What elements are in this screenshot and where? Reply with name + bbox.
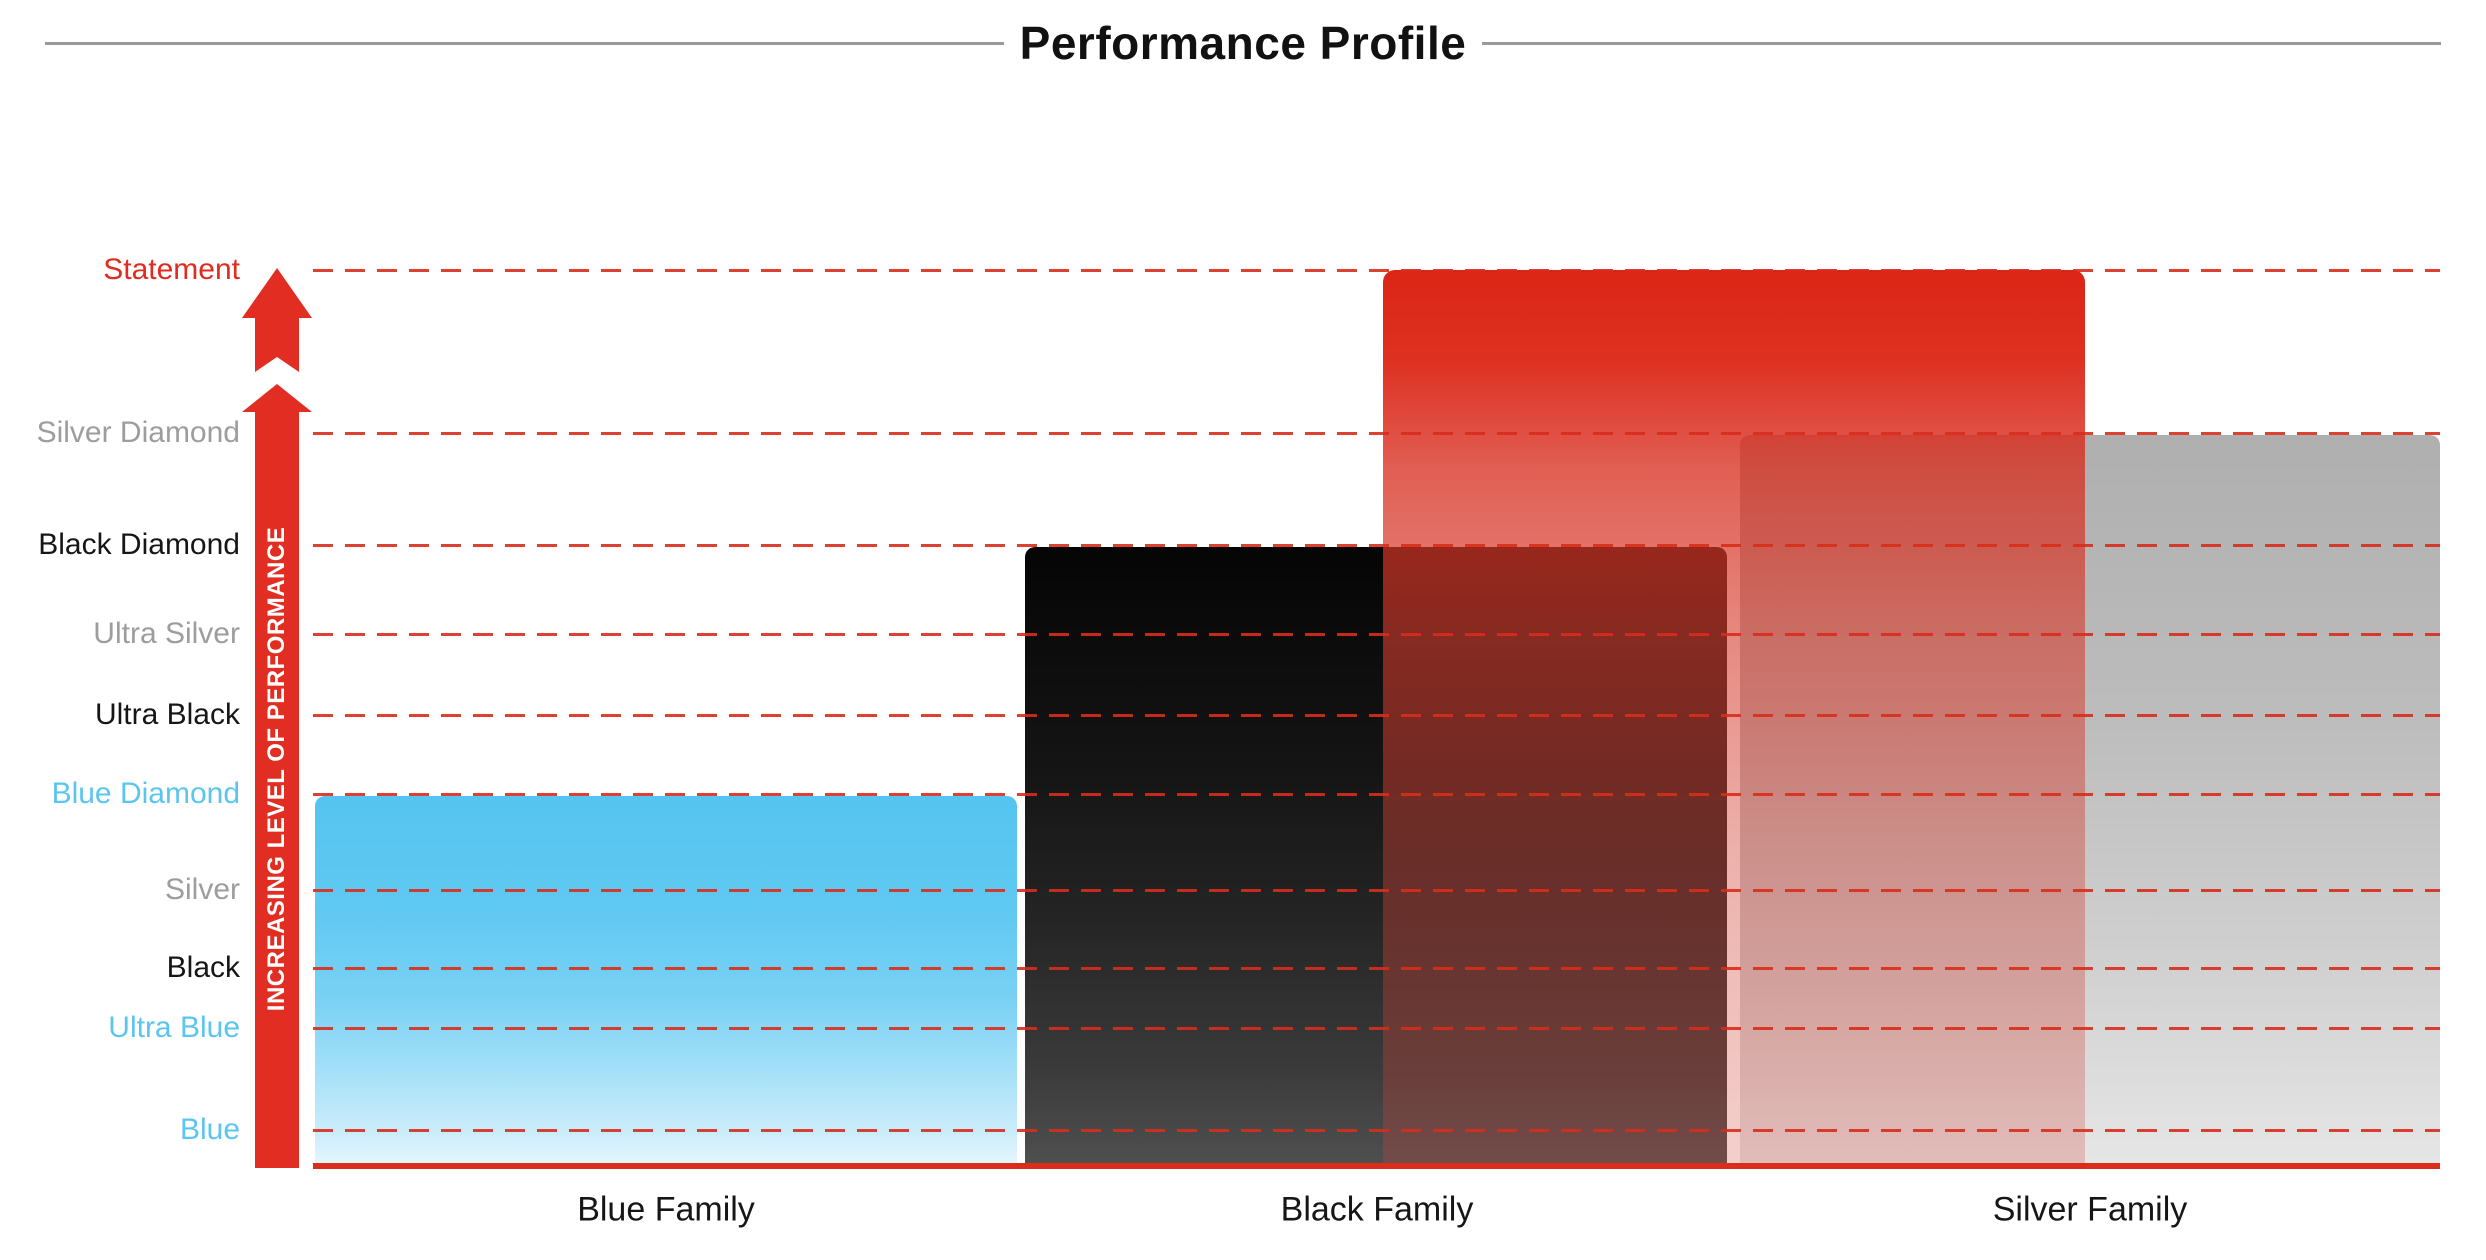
chart-title: Performance Profile (1019, 17, 1467, 69)
arrow-head-top-segment (242, 268, 312, 372)
title-separator-line-right (1482, 41, 2442, 45)
chart-header: Performance Profile (0, 14, 2486, 72)
title-separator-line-left (45, 41, 1004, 45)
arrow-shaft-segment (242, 384, 312, 1168)
y-axis-arrow-label: INCREASING LEVEL OF PERFORMANCE (263, 526, 290, 1012)
